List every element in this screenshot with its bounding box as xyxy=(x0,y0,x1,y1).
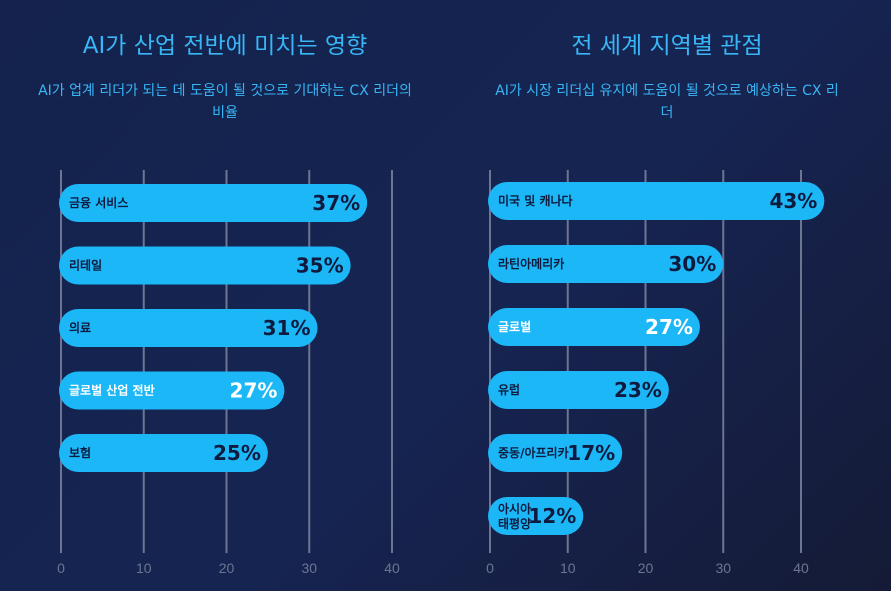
left-bar-value-label: 35% xyxy=(296,254,344,278)
left-chart-subtitle: AI가 업계 리더가 되는 데 도움이 될 것으로 기대하는 CX 리더의 비율 xyxy=(38,83,412,121)
right-panel: 전 세계 지역별 관점 AI가 시장 리더십 유지에 도움이 될 것으로 예상하… xyxy=(452,0,882,591)
left-chart-title: AI가 산업 전반에 미치는 영향 xyxy=(82,33,368,59)
left-bar-group: 보험 25% xyxy=(59,434,268,472)
left-bar-group: 의료 31% xyxy=(59,309,318,347)
left-bar-value-label: 27% xyxy=(230,379,278,403)
left-bar xyxy=(59,371,285,410)
left-bar xyxy=(59,184,368,222)
left-bar xyxy=(59,434,268,472)
left-bar-value-label: 25% xyxy=(213,441,261,465)
right-chart-subtitle: AI가 시장 리더십 유지에 도움이 될 것으로 예상하는 CX 리더 xyxy=(495,83,839,121)
left-bar-category-label: 보험 xyxy=(69,445,91,460)
left-bar-value-label: 37% xyxy=(312,191,360,215)
left-bar xyxy=(59,246,351,285)
left-bar-category-label: 금융 서비스 xyxy=(69,195,128,210)
right-chart-title: 전 세계 지역별 관점 xyxy=(571,33,763,59)
left-x-tick-label: 10 xyxy=(136,560,152,576)
left-x-tick-label: 30 xyxy=(301,560,317,576)
left-bar-category-label: 리테일 xyxy=(69,258,102,273)
left-bar xyxy=(59,309,318,347)
left-x-tick-label: 0 xyxy=(57,560,65,576)
left-bar-group: 금융 서비스 37% xyxy=(59,184,368,222)
left-bar-value-label: 31% xyxy=(263,316,311,340)
left-bar-group: 글로벌 산업 전반 27% xyxy=(59,371,285,410)
left-bar-category-label: 의료 xyxy=(69,320,91,335)
left-bar-category-label: 글로벌 산업 전반 xyxy=(69,383,155,398)
left-x-tick-label: 20 xyxy=(219,560,235,576)
left-panel: AI가 산업 전반에 미치는 영향 AI가 업계 리더가 되는 데 도움이 될 … xyxy=(20,0,430,591)
left-x-tick-label: 40 xyxy=(384,560,400,576)
left-bar-group: 리테일 35% xyxy=(59,246,351,285)
